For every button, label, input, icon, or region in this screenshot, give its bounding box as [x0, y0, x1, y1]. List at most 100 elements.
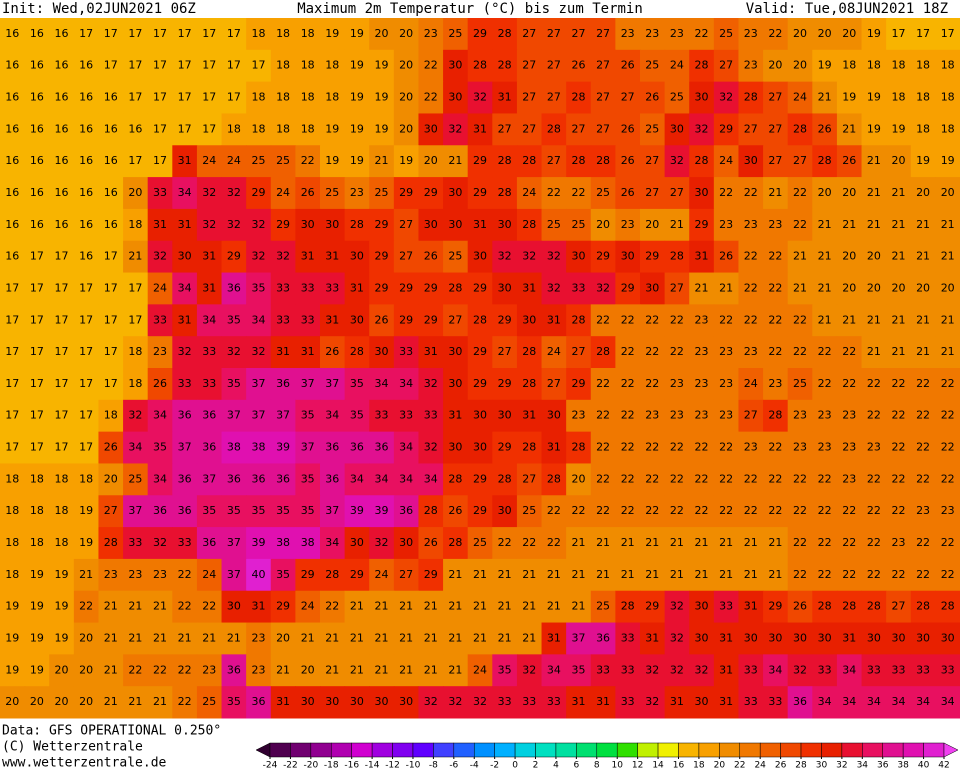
temp-cell	[172, 527, 198, 560]
temp-cell	[861, 18, 887, 51]
temp-cell	[615, 495, 641, 528]
temp-cell	[49, 431, 75, 464]
temp-label: 19	[79, 504, 93, 517]
temp-cell	[344, 590, 370, 624]
temp-label: 16	[30, 154, 44, 167]
temp-label: 20	[399, 91, 413, 104]
temp-cell	[393, 304, 419, 337]
temp-label: 23	[621, 27, 635, 40]
temp-cell	[738, 558, 764, 592]
temp-cell	[98, 495, 124, 528]
temp-label: 21	[448, 154, 462, 167]
temp-cell	[73, 81, 99, 114]
temp-label: 33	[399, 409, 413, 422]
temp-label: 37	[227, 536, 241, 549]
temp-label: 34	[768, 663, 782, 676]
temp-cell	[689, 686, 715, 719]
temp-cell	[689, 145, 715, 178]
temp-cell	[467, 527, 493, 560]
temp-cell	[320, 463, 346, 496]
temp-cell	[763, 145, 789, 178]
temp-label: 27	[891, 600, 905, 613]
temp-cell	[123, 113, 149, 146]
temp-label: 21	[350, 663, 364, 676]
temp-cell	[443, 304, 469, 337]
temp-label: 21	[547, 568, 561, 581]
temp-cell	[393, 272, 419, 305]
temp-label: 21	[571, 536, 585, 549]
temp-label: 17	[30, 313, 44, 326]
temp-cell	[910, 18, 936, 51]
temp-label: 16	[5, 59, 19, 72]
temp-cell	[812, 49, 838, 83]
temp-cell	[886, 18, 912, 51]
temp-label: 22	[178, 663, 192, 676]
temp-cell	[443, 240, 469, 274]
colorbar-label: -12	[385, 761, 400, 771]
temp-cell	[172, 463, 198, 496]
temp-cell	[664, 368, 690, 401]
temp-cell	[344, 113, 370, 146]
colorbar-box	[678, 742, 700, 758]
temp-label: 30	[399, 536, 413, 549]
temp-label: 29	[473, 27, 487, 40]
temp-cell	[689, 399, 715, 433]
temp-label: 18	[301, 91, 315, 104]
temp-cell	[541, 463, 567, 496]
temp-cell	[590, 431, 616, 464]
temp-label: 21	[473, 600, 487, 613]
temp-label: 35	[227, 504, 241, 517]
temp-cell	[713, 590, 739, 624]
temp-cell	[763, 527, 789, 560]
temp-cell	[615, 81, 641, 114]
temp-cell	[787, 431, 813, 464]
colorbar-box	[453, 742, 475, 758]
temp-cell	[123, 463, 149, 496]
temp-cell	[541, 49, 567, 83]
temp-cell	[73, 399, 99, 433]
colorbar-label: 28	[795, 761, 807, 771]
temp-label: 18	[104, 409, 118, 422]
temp-label: 21	[941, 218, 955, 231]
temp-label: 22	[941, 568, 955, 581]
temp-label: 29	[375, 281, 389, 294]
temp-cell	[615, 431, 641, 464]
colorbar-box	[412, 742, 434, 758]
temp-label: 16	[5, 154, 19, 167]
temp-cell	[73, 304, 99, 337]
temp-label: 22	[941, 377, 955, 390]
temp-cell	[369, 654, 395, 687]
temp-cell	[516, 527, 543, 560]
temp-cell	[0, 113, 26, 146]
temp-label: 25	[596, 186, 610, 199]
temp-cell	[24, 654, 50, 687]
temp-label: 22	[645, 377, 659, 390]
temp-label: 21	[744, 536, 758, 549]
temp-cell	[418, 145, 444, 178]
temp-label: 32	[424, 441, 438, 454]
temp-cell	[640, 145, 666, 178]
temp-cell	[541, 622, 567, 655]
temp-cell	[566, 113, 592, 146]
temp-cell	[566, 304, 592, 337]
temp-label: 30	[793, 631, 807, 644]
temp-cell	[172, 240, 198, 274]
temp-label: 34	[867, 695, 881, 708]
temp-cell	[123, 558, 149, 592]
temp-cell	[615, 336, 641, 369]
temp-label: 36	[375, 441, 389, 454]
temp-label: 20	[571, 472, 585, 485]
temp-cell	[418, 399, 444, 433]
temp-label: 20	[867, 250, 881, 263]
temp-label: 32	[473, 695, 487, 708]
temp-label: 30	[916, 631, 930, 644]
temp-cell	[73, 495, 99, 528]
colorbar-high	[943, 742, 959, 758]
temp-cell	[713, 272, 739, 305]
temp-cell	[123, 145, 149, 178]
temp-cell	[492, 177, 518, 210]
temp-cell	[147, 113, 173, 146]
temp-cell	[49, 368, 75, 401]
temp-label: 16	[79, 250, 93, 263]
temp-label: 22	[596, 409, 610, 422]
